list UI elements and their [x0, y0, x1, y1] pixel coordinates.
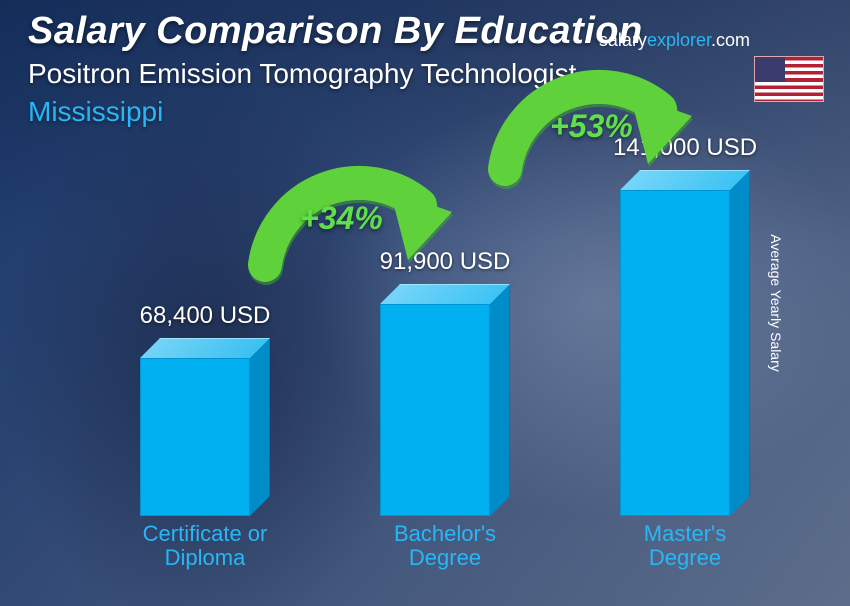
- bar-chart: 68,400 USDCertificate orDiploma91,900 US…: [60, 140, 790, 576]
- bar: [380, 304, 510, 516]
- brand-mid: explorer: [647, 30, 711, 50]
- bar-value-label: 68,400 USD: [140, 302, 271, 330]
- bar-category-label: Master'sDegree: [595, 522, 775, 570]
- bar-category-label: Bachelor'sDegree: [355, 522, 535, 570]
- bar-category-label: Certificate orDiploma: [115, 522, 295, 570]
- increase-percent-label: +53%: [550, 108, 633, 145]
- brand-label: salaryexplorer.com: [599, 30, 750, 51]
- bar: [620, 190, 750, 516]
- bar-front: [380, 304, 490, 516]
- bar-group: 141,000 USDMaster'sDegree: [610, 190, 760, 516]
- brand-suffix: .com: [711, 30, 750, 50]
- flag-icon: [754, 56, 824, 102]
- increase-percent-label: +34%: [300, 200, 383, 237]
- infographic-canvas: Salary Comparison By Education Positron …: [0, 0, 850, 606]
- bar-side: [490, 284, 510, 516]
- bar-front: [620, 190, 730, 516]
- bar-group: 91,900 USDBachelor'sDegree: [370, 304, 520, 516]
- brand-prefix: salary: [599, 30, 647, 50]
- location-label: Mississippi: [28, 96, 163, 128]
- bar: [140, 358, 270, 516]
- bar-top: [140, 338, 270, 358]
- bar-side: [250, 338, 270, 516]
- bar-group: 68,400 USDCertificate orDiploma: [130, 358, 280, 516]
- bar-front: [140, 358, 250, 516]
- page-title: Salary Comparison By Education: [28, 10, 643, 53]
- bar-side: [730, 170, 750, 516]
